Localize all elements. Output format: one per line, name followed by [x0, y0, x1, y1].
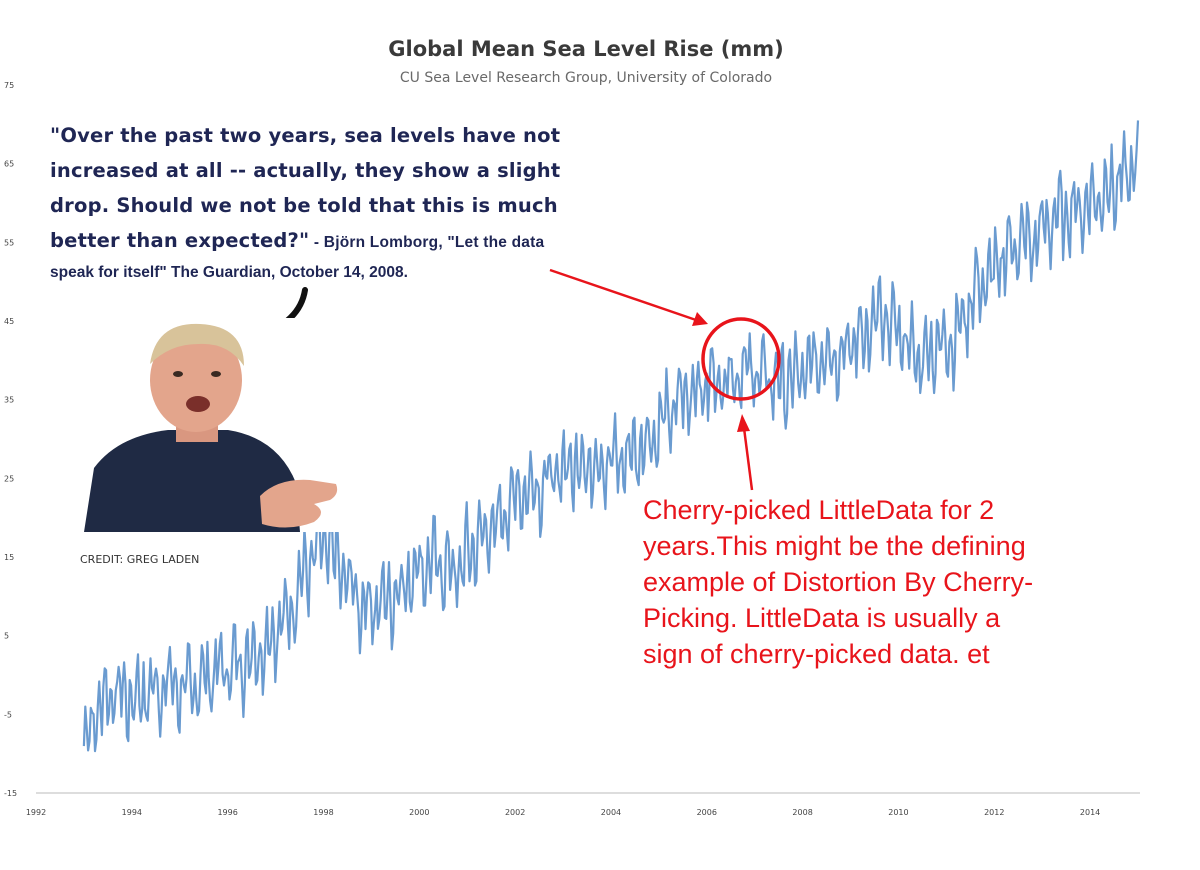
- y-tick-label: -5: [4, 710, 12, 719]
- y-tick-label: 65: [4, 160, 14, 169]
- quote-line-2: increased at all -- actually, they show …: [50, 159, 561, 182]
- photo-credit: CREDIT: GREG LADEN: [80, 553, 200, 566]
- annotation-line-3: example of Distortion By Cherry-: [643, 567, 1034, 597]
- y-tick-label: 55: [4, 238, 14, 247]
- y-tick-label: 25: [4, 474, 14, 483]
- x-tick-label: 1992: [26, 808, 46, 817]
- x-tick-label: 2012: [984, 808, 1004, 817]
- x-tick-label: 2000: [409, 808, 429, 817]
- annotation-line-1: Cherry-picked LittleData for 2: [643, 495, 995, 525]
- quote-line-3: drop. Should we not be told that this is…: [50, 194, 558, 217]
- y-tick-label: 75: [4, 81, 14, 90]
- annotation-arrow-top: [549, 268, 697, 322]
- x-tick-label: 1994: [122, 808, 142, 817]
- speaker-photo: [78, 318, 340, 532]
- x-tick-label: 1996: [217, 808, 237, 817]
- annotation-text: Cherry-picked LittleData for 2 years.Thi…: [643, 492, 1183, 672]
- y-ticks: 75 65 55 45 35 25 15 5 -5 -15: [4, 81, 17, 798]
- annotation-line-4: Picking. LittleData is usually a: [643, 603, 1001, 633]
- y-tick-label: 5: [4, 632, 9, 641]
- x-tick-label: 2002: [505, 808, 525, 817]
- series-line-sea-level: [82, 120, 1140, 753]
- y-tick-label: -15: [4, 789, 17, 798]
- arrowhead-top-icon: [692, 312, 708, 326]
- x-tick-label: 2004: [601, 808, 621, 817]
- x-tick-label: 2008: [792, 808, 812, 817]
- quote-line-4-text: better than expected?": [50, 229, 310, 252]
- cherry-pick-circle: [701, 317, 781, 401]
- y-tick-label: 15: [4, 553, 14, 562]
- y-tick-label: 45: [4, 317, 14, 326]
- x-tick-label: 2010: [888, 808, 908, 817]
- x-tick-label: 2014: [1080, 808, 1100, 817]
- annotation-line-2: years.This might be the defining: [643, 531, 1026, 561]
- arrowhead-bottom-icon: [737, 414, 750, 432]
- quote-attribution-2: speak for itself" The Guardian, October …: [50, 264, 408, 281]
- chart-subtitle: CU Sea Level Research Group, University …: [400, 70, 772, 86]
- chart-title: Global Mean Sea Level Rise (mm): [388, 37, 783, 61]
- x-tick-label: 1998: [313, 808, 333, 817]
- quote-line-4: better than expected?" - Björn Lomborg, …: [50, 223, 690, 260]
- quote-block: "Over the past two years, sea levels hav…: [50, 118, 690, 286]
- y-tick-label: 35: [4, 396, 14, 405]
- annotation-line-5: sign of cherry-picked data. et: [643, 639, 990, 669]
- x-tick-label: 2006: [697, 808, 717, 817]
- x-ticks: 1992 1994 1996 1998 2000 2002 2004 2006 2008 2010…: [26, 808, 1100, 817]
- quote-attribution-1: - Björn Lomborg, "Let the data: [309, 234, 545, 251]
- quote-line-1: "Over the past two years, sea levels hav…: [50, 124, 561, 147]
- annotation-arrow-bottom: [742, 427, 754, 491]
